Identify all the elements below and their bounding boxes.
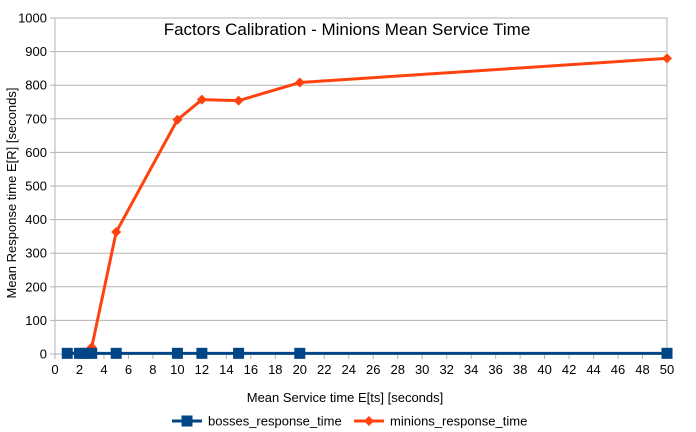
x-tick-label: 6 — [125, 362, 132, 377]
x-tick-label: 4 — [100, 362, 107, 377]
x-tick-label: 36 — [488, 362, 502, 377]
y-tick-label: 200 — [25, 279, 47, 294]
y-tick-label: 500 — [25, 179, 47, 194]
x-tick-label: 12 — [195, 362, 209, 377]
x-tick-label: 0 — [51, 362, 58, 377]
data-point-minions_response_time — [662, 53, 672, 64]
data-point-bosses_response_time — [661, 347, 673, 359]
y-axis-title: Mean Response time E[R] [seconds] — [4, 88, 19, 299]
y-tick-label: 1000 — [18, 11, 47, 26]
y-tick-label: 100 — [25, 313, 47, 328]
data-point-minions_response_time — [294, 77, 305, 88]
x-tick-label: 34 — [464, 362, 478, 377]
x-tick-label: 14 — [219, 362, 233, 377]
data-point-bosses_response_time — [86, 347, 98, 359]
x-tick-label: 10 — [170, 362, 184, 377]
x-tick-label: 38 — [513, 362, 527, 377]
x-tick-label: 42 — [562, 362, 576, 377]
x-tick-label: 46 — [611, 362, 625, 377]
y-tick-label: 800 — [25, 78, 47, 93]
x-tick-label: 40 — [537, 362, 551, 377]
x-tick-label: 18 — [268, 362, 282, 377]
y-tick-label: 400 — [25, 212, 47, 227]
x-tick-label: 50 — [660, 362, 674, 377]
legend-entry-bosses_response_time: bosses_response_time — [172, 414, 342, 429]
series-line-minions_response_time — [67, 56, 668, 355]
x-tick-label: 8 — [149, 362, 156, 377]
x-tick-label: 16 — [244, 362, 258, 377]
y-tick-label: 600 — [25, 145, 47, 160]
data-point-minions_response_time — [172, 114, 183, 125]
legend-swatch-marker — [181, 415, 193, 427]
y-tick-label: 700 — [25, 111, 47, 126]
y-tick-label: 0 — [40, 347, 47, 362]
gridlines — [55, 17, 667, 355]
data-point-bosses_response_time — [110, 347, 122, 359]
series-minions_response_time — [62, 53, 672, 359]
data-point-minions_response_time — [111, 227, 122, 238]
series-bosses_response_time — [61, 347, 673, 359]
data-point-minions_response_time — [196, 94, 207, 105]
x-tick-label: 2 — [76, 362, 83, 377]
data-point-bosses_response_time — [61, 347, 73, 359]
data-point-bosses_response_time — [196, 347, 208, 359]
y-tick-label: 300 — [25, 246, 47, 261]
x-tick-label: 24 — [342, 362, 356, 377]
x-tick-label: 28 — [390, 362, 404, 377]
x-tick-label: 48 — [635, 362, 649, 377]
data-point-bosses_response_time — [73, 347, 85, 359]
legend-entry-minions_response_time: minions_response_time — [354, 414, 527, 429]
series-layer — [61, 53, 673, 359]
x-tick-label: 30 — [415, 362, 429, 377]
data-point-bosses_response_time — [294, 347, 306, 359]
data-point-bosses_response_time — [171, 347, 183, 359]
x-tick-label: 32 — [439, 362, 453, 377]
chart-title: Factors Calibration - Minions Mean Servi… — [164, 20, 531, 39]
legend-label: bosses_response_time — [208, 414, 342, 429]
data-point-minions_response_time — [233, 95, 244, 106]
x-tick-label: 22 — [317, 362, 331, 377]
x-axis-title: Mean Service time E[ts] [seconds] — [247, 390, 444, 405]
legend-label: minions_response_time — [390, 414, 527, 429]
y-tick-label: 900 — [25, 44, 47, 59]
x-tick-label: 26 — [366, 362, 380, 377]
data-point-bosses_response_time — [80, 347, 92, 359]
legend: bosses_response_time minions_response_tim… — [172, 414, 527, 429]
data-point-bosses_response_time — [233, 347, 245, 359]
x-tick-label: 44 — [586, 362, 600, 377]
legend-swatch-marker — [364, 416, 374, 426]
x-tick-label: 20 — [293, 362, 307, 377]
